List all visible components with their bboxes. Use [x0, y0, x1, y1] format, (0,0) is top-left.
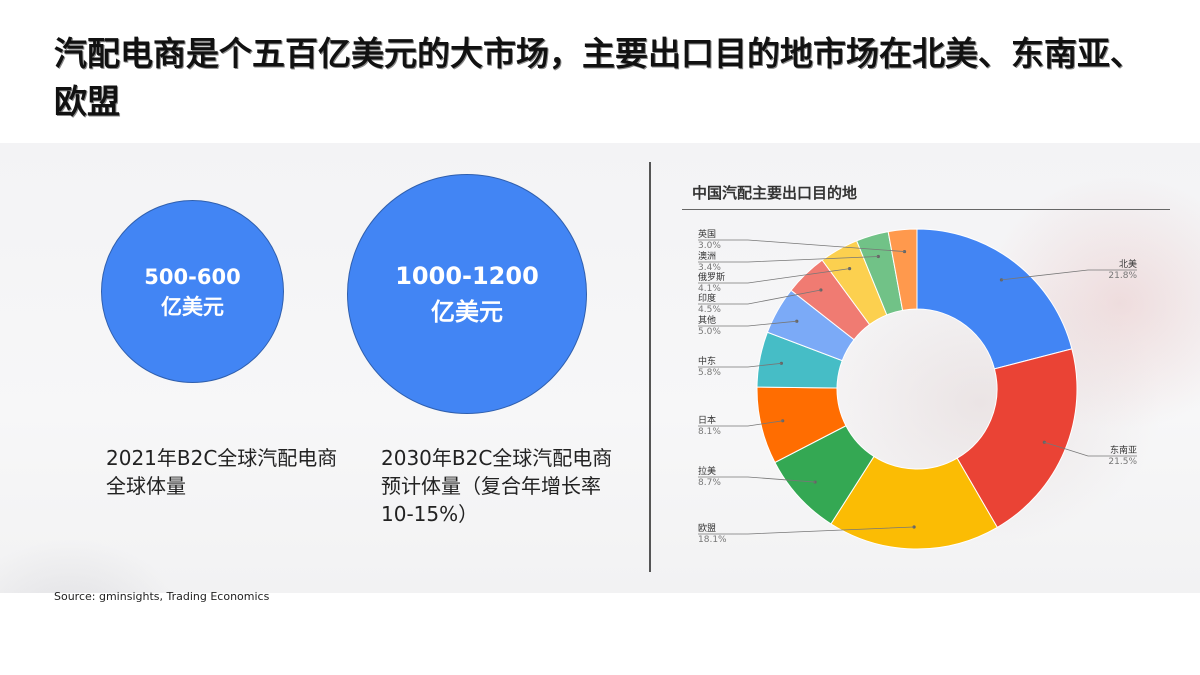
donut-pct-label-2: 18.1%: [698, 535, 727, 545]
donut-pct-label-4: 8.1%: [698, 427, 721, 437]
donut-slice-2: [830, 455, 998, 550]
source-note: Source: gminsights, Trading Economics: [54, 590, 270, 603]
donut-label-2: 欧盟: [698, 522, 716, 534]
donut-label-7: 印度: [698, 292, 716, 304]
donut-leader-line-10: [698, 239, 905, 252]
market-size-2030-caption: 2030年B2C全球汽配电商预计体量（复合年增长率10-15%）: [381, 446, 613, 526]
donut-leader-dot-3: [813, 480, 817, 484]
donut-leader-line-3: [698, 476, 816, 483]
donut-pct-label-9: 3.4%: [698, 263, 721, 273]
market-size-2021-bubble: 500-600 亿美元: [101, 200, 284, 383]
donut-leader-line-6: [698, 320, 797, 327]
donut-leader-line-4: [698, 420, 783, 427]
market-size-2030-bubble: 1000-1200 亿美元: [347, 174, 587, 414]
donut-pct-label-0: 21.8%: [1108, 271, 1137, 281]
donut-label-5: 中东: [698, 355, 716, 367]
donut-pct-label-5: 5.8%: [698, 368, 721, 378]
donut-label-0: 北美: [1119, 258, 1137, 270]
donut-pct-label-3: 8.7%: [698, 478, 721, 488]
donut-label-3: 拉美: [698, 465, 716, 477]
donut-pct-label-8: 4.1%: [698, 284, 721, 294]
donut-leader-dot-4: [781, 419, 785, 423]
donut-leader-line-9: [698, 256, 879, 263]
market-size-2021-unit: 亿美元: [161, 294, 224, 319]
donut-leader-line-7: [698, 289, 821, 305]
donut-leader-dot-10: [902, 249, 907, 254]
donut-pct-label-10: 3.0%: [698, 241, 721, 251]
donut-slice-0: [916, 228, 1073, 370]
donut-leader-line-0: [1001, 269, 1137, 281]
donut-label-10: 英国: [698, 228, 716, 240]
vertical-divider: [649, 162, 651, 572]
donut-label-8: 俄罗斯: [698, 271, 725, 283]
donut-leader-line-1: [1044, 441, 1137, 457]
market-size-2030-value: 1000-1200: [395, 262, 539, 290]
market-size-2021-caption: 2021年B2C全球汽配电商全球体量: [106, 446, 338, 498]
market-size-2030-unit: 亿美元: [431, 298, 503, 326]
donut-leader-line-2: [698, 526, 915, 535]
donut-pct-label-7: 4.5%: [698, 305, 721, 315]
donut-pct-label-1: 21.5%: [1108, 457, 1137, 467]
donut-label-9: 澳洲: [698, 250, 716, 262]
donut-leader-dot-8: [847, 266, 852, 271]
donut-leader-line-5: [698, 362, 782, 368]
donut-label-6: 其他: [698, 314, 716, 326]
donut-slice-10: [887, 228, 918, 311]
market-size-2021-value: 500-600: [144, 264, 241, 289]
donut-label-1: 东南亚: [1110, 444, 1137, 456]
donut-pct-label-6: 5.0%: [698, 327, 721, 337]
donut-slice-1: [956, 348, 1078, 529]
page-title: 汽配电商是个五百亿美元的大市场，主要出口目的地市场在北美、东南亚、欧盟: [54, 34, 1143, 121]
donut-label-4: 日本: [698, 414, 716, 426]
chart-title-rule: [682, 209, 1170, 210]
donut-leader-line-8: [698, 268, 850, 284]
chart-title: 中国汽配主要出口目的地: [692, 184, 858, 202]
